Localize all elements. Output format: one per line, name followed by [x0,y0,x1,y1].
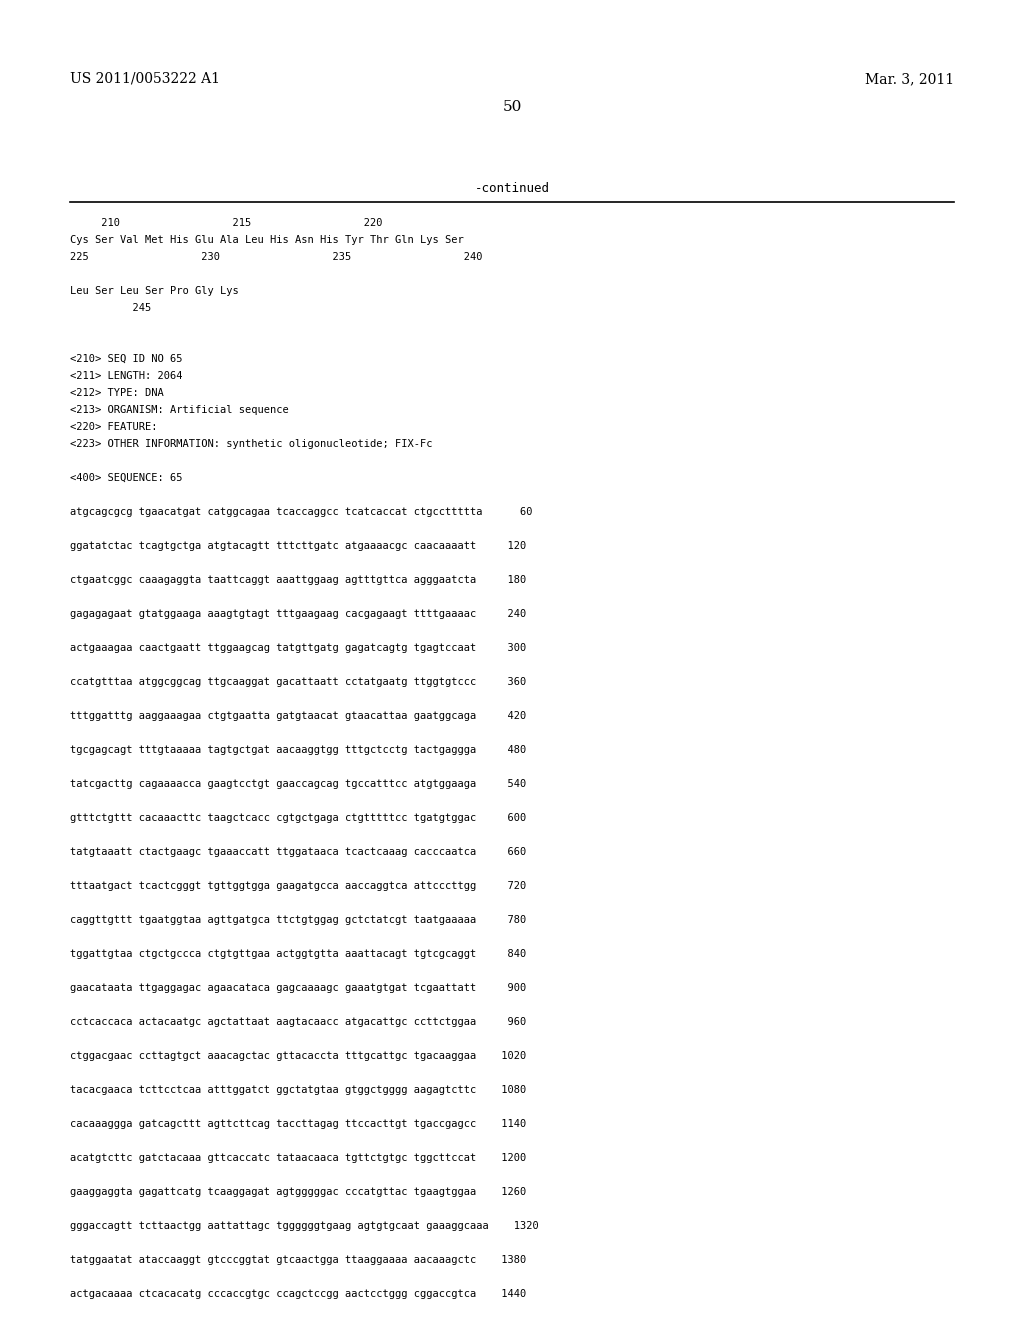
Text: tttggatttg aaggaaagaa ctgtgaatta gatgtaacat gtaacattaa gaatggcaga     420: tttggatttg aaggaaagaa ctgtgaatta gatgtaa… [70,711,526,721]
Text: ccatgtttaa atggcggcag ttgcaaggat gacattaatt cctatgaatg ttggtgtccc     360: ccatgtttaa atggcggcag ttgcaaggat gacatta… [70,677,526,686]
Text: <400> SEQUENCE: 65: <400> SEQUENCE: 65 [70,473,182,483]
Text: tatggaatat ataccaaggt gtcccggtat gtcaactgga ttaaggaaaa aacaaagctc    1380: tatggaatat ataccaaggt gtcccggtat gtcaact… [70,1255,526,1265]
Text: ggatatctac tcagtgctga atgtacagtt tttcttgatc atgaaaacgc caacaaaatt     120: ggatatctac tcagtgctga atgtacagtt tttcttg… [70,541,526,550]
Text: <213> ORGANISM: Artificial sequence: <213> ORGANISM: Artificial sequence [70,405,289,414]
Text: 225                  230                  235                  240: 225 230 235 240 [70,252,482,261]
Text: gagagagaat gtatggaaga aaagtgtagt tttgaagaag cacgagaagt ttttgaaaac     240: gagagagaat gtatggaaga aaagtgtagt tttgaag… [70,609,526,619]
Text: Cys Ser Val Met His Glu Ala Leu His Asn His Tyr Thr Gln Lys Ser: Cys Ser Val Met His Glu Ala Leu His Asn … [70,235,464,246]
Text: caggttgttt tgaatggtaa agttgatgca ttctgtggag gctctatcgt taatgaaaaa     780: caggttgttt tgaatggtaa agttgatgca ttctgtg… [70,915,526,925]
Text: tatgtaaatt ctactgaagc tgaaaccatt ttggataaca tcactcaaag cacccaatca     660: tatgtaaatt ctactgaagc tgaaaccatt ttggata… [70,847,526,857]
Text: <212> TYPE: DNA: <212> TYPE: DNA [70,388,164,399]
Text: tggattgtaa ctgctgccca ctgtgttgaa actggtgtta aaattacagt tgtcgcaggt     840: tggattgtaa ctgctgccca ctgtgttgaa actggtg… [70,949,526,960]
Text: <223> OTHER INFORMATION: synthetic oligonucleotide; FIX-Fc: <223> OTHER INFORMATION: synthetic oligo… [70,440,432,449]
Text: <211> LENGTH: 2064: <211> LENGTH: 2064 [70,371,182,381]
Text: gtttctgttt cacaaacttc taagctcacc cgtgctgaga ctgtttttcc tgatgtggac     600: gtttctgttt cacaaacttc taagctcacc cgtgctg… [70,813,526,822]
Text: cctcaccaca actacaatgc agctattaat aagtacaacc atgacattgc ccttctggaa     960: cctcaccaca actacaatgc agctattaat aagtaca… [70,1016,526,1027]
Text: ctggacgaac ccttagtgct aaacagctac gttacaccta tttgcattgc tgacaaggaa    1020: ctggacgaac ccttagtgct aaacagctac gttacac… [70,1051,526,1061]
Text: US 2011/0053222 A1: US 2011/0053222 A1 [70,73,219,86]
Text: atgcagcgcg tgaacatgat catggcagaa tcaccaggcc tcatcaccat ctgccttttta      60: atgcagcgcg tgaacatgat catggcagaa tcaccag… [70,507,532,517]
Text: tacacgaaca tcttcctcaa atttggatct ggctatgtaa gtggctgggg aagagtcttc    1080: tacacgaaca tcttcctcaa atttggatct ggctatg… [70,1085,526,1096]
Text: acatgtcttc gatctacaaa gttcaccatc tataacaaca tgttctgtgc tggcttccat    1200: acatgtcttc gatctacaaa gttcaccatc tataaca… [70,1152,526,1163]
Text: <210> SEQ ID NO 65: <210> SEQ ID NO 65 [70,354,182,364]
Text: ctgaatcggc caaagaggta taattcaggt aaattggaag agtttgttca agggaatcta     180: ctgaatcggc caaagaggta taattcaggt aaattgg… [70,576,526,585]
Text: 245: 245 [70,304,151,313]
Text: 210                  215                  220: 210 215 220 [70,218,382,228]
Text: Mar. 3, 2011: Mar. 3, 2011 [865,73,954,86]
Text: -continued: -continued [474,182,550,195]
Text: tgcgagcagt tttgtaaaaa tagtgctgat aacaaggtgg tttgctcctg tactgaggga     480: tgcgagcagt tttgtaaaaa tagtgctgat aacaagg… [70,744,526,755]
Text: actgacaaaa ctcacacatg cccaccgtgc ccagctccgg aactcctggg cggaccgtca    1440: actgacaaaa ctcacacatg cccaccgtgc ccagctc… [70,1290,526,1299]
Text: <220> FEATURE:: <220> FEATURE: [70,422,157,432]
Text: actgaaagaa caactgaatt ttggaagcag tatgttgatg gagatcagtg tgagtccaat     300: actgaaagaa caactgaatt ttggaagcag tatgttg… [70,643,526,653]
Text: tttaatgact tcactcgggt tgttggtgga gaagatgcca aaccaggtca attcccttgg     720: tttaatgact tcactcgggt tgttggtgga gaagatg… [70,880,526,891]
Text: Leu Ser Leu Ser Pro Gly Lys: Leu Ser Leu Ser Pro Gly Lys [70,286,239,296]
Text: cacaaaggga gatcagcttt agttcttcag taccttagag ttccacttgt tgaccgagcc    1140: cacaaaggga gatcagcttt agttcttcag tacctta… [70,1119,526,1129]
Text: gaacataata ttgaggagac agaacataca gagcaaaagc gaaatgtgat tcgaattatt     900: gaacataata ttgaggagac agaacataca gagcaaa… [70,983,526,993]
Text: 50: 50 [503,100,521,114]
Text: gggaccagtt tcttaactgg aattattagc tggggggtgaag agtgtgcaat gaaaggcaaa    1320: gggaccagtt tcttaactgg aattattagc tgggggg… [70,1221,539,1232]
Text: gaaggaggta gagattcatg tcaaggagat agtgggggac cccatgttac tgaagtggaa    1260: gaaggaggta gagattcatg tcaaggagat agtgggg… [70,1187,526,1197]
Text: tatcgacttg cagaaaacca gaagtcctgt gaaccagcag tgccatttcc atgtggaaga     540: tatcgacttg cagaaaacca gaagtcctgt gaaccag… [70,779,526,789]
